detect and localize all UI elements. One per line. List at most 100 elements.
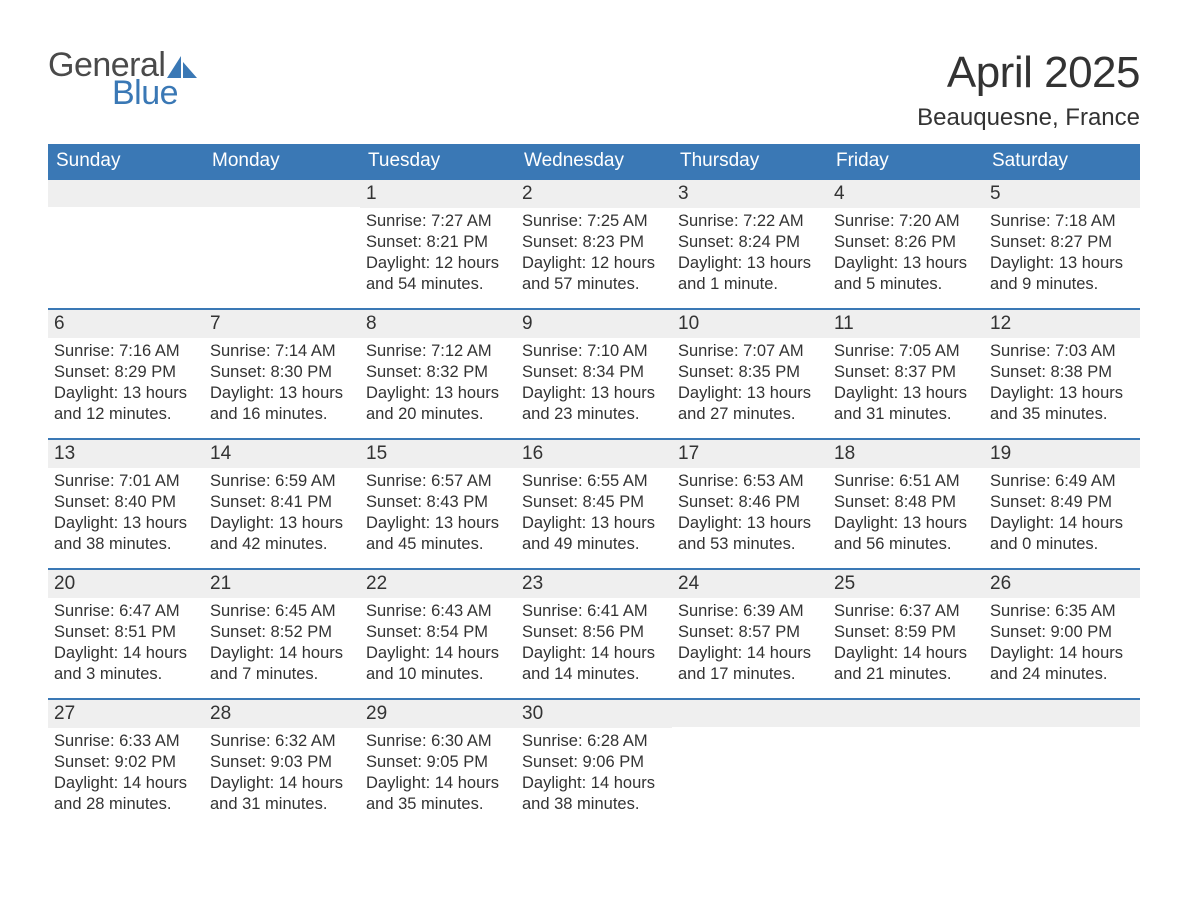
day-number: 17 bbox=[672, 440, 828, 468]
daylight-label: Daylight: bbox=[54, 644, 123, 662]
daylight-line: Daylight: 13 hours and 45 minutes. bbox=[366, 513, 512, 555]
weekday-header-row: SundayMondayTuesdayWednesdayThursdayFrid… bbox=[48, 144, 1140, 179]
week-row: 1Sunrise: 7:27 AMSunset: 8:21 PMDaylight… bbox=[48, 179, 1140, 309]
week-row: 20Sunrise: 6:47 AMSunset: 8:51 PMDayligh… bbox=[48, 569, 1140, 699]
sunrise-label: Sunrise: bbox=[210, 602, 275, 620]
sunset-value: 8:46 PM bbox=[739, 493, 800, 511]
daylight-line: Daylight: 13 hours and 49 minutes. bbox=[522, 513, 668, 555]
sunrise-label: Sunrise: bbox=[678, 602, 743, 620]
sunrise-line: Sunrise: 6:33 AM bbox=[54, 731, 200, 752]
sunset-line: Sunset: 8:59 PM bbox=[834, 622, 980, 643]
calendar-body: 1Sunrise: 7:27 AMSunset: 8:21 PMDaylight… bbox=[48, 179, 1140, 829]
sunset-label: Sunset: bbox=[834, 493, 895, 511]
day-cell: 26Sunrise: 6:35 AMSunset: 9:00 PMDayligh… bbox=[984, 569, 1140, 699]
daylight-line: Daylight: 14 hours and 35 minutes. bbox=[366, 773, 512, 815]
daylight-label: Daylight: bbox=[366, 384, 435, 402]
daylight-line: Daylight: 13 hours and 9 minutes. bbox=[990, 253, 1136, 295]
sunrise-value: 6:32 AM bbox=[275, 732, 336, 750]
daylight-line: Daylight: 13 hours and 12 minutes. bbox=[54, 383, 200, 425]
day-details: Sunrise: 6:49 AMSunset: 8:49 PMDaylight:… bbox=[984, 468, 1140, 559]
sunrise-line: Sunrise: 6:59 AM bbox=[210, 471, 356, 492]
day-number: 20 bbox=[48, 570, 204, 598]
sunrise-line: Sunrise: 6:55 AM bbox=[522, 471, 668, 492]
sunset-line: Sunset: 8:40 PM bbox=[54, 492, 200, 513]
day-details: Sunrise: 7:20 AMSunset: 8:26 PMDaylight:… bbox=[828, 208, 984, 299]
sunrise-line: Sunrise: 7:07 AM bbox=[678, 341, 824, 362]
sunset-label: Sunset: bbox=[522, 753, 583, 771]
weekday-header: Tuesday bbox=[360, 144, 516, 179]
sunset-label: Sunset: bbox=[990, 623, 1051, 641]
sunset-line: Sunset: 8:26 PM bbox=[834, 232, 980, 253]
empty-day-cell bbox=[672, 699, 828, 829]
sunset-line: Sunset: 8:41 PM bbox=[210, 492, 356, 513]
daylight-label: Daylight: bbox=[834, 644, 903, 662]
sunrise-line: Sunrise: 6:45 AM bbox=[210, 601, 356, 622]
day-number: 27 bbox=[48, 700, 204, 728]
day-number: 23 bbox=[516, 570, 672, 598]
sunrise-value: 6:55 AM bbox=[587, 472, 648, 490]
sunrise-label: Sunrise: bbox=[210, 342, 275, 360]
daylight-line: Daylight: 12 hours and 57 minutes. bbox=[522, 253, 668, 295]
empty-day-cell bbox=[204, 179, 360, 309]
sunset-label: Sunset: bbox=[834, 233, 895, 251]
daylight-line: Daylight: 14 hours and 17 minutes. bbox=[678, 643, 824, 685]
day-details: Sunrise: 6:32 AMSunset: 9:03 PMDaylight:… bbox=[204, 728, 360, 819]
sunset-line: Sunset: 8:43 PM bbox=[366, 492, 512, 513]
day-cell: 12Sunrise: 7:03 AMSunset: 8:38 PMDayligh… bbox=[984, 309, 1140, 439]
day-details: Sunrise: 7:05 AMSunset: 8:37 PMDaylight:… bbox=[828, 338, 984, 429]
day-details: Sunrise: 7:22 AMSunset: 8:24 PMDaylight:… bbox=[672, 208, 828, 299]
sunrise-value: 6:28 AM bbox=[587, 732, 648, 750]
sunrise-line: Sunrise: 6:32 AM bbox=[210, 731, 356, 752]
sunrise-line: Sunrise: 6:47 AM bbox=[54, 601, 200, 622]
sunset-value: 8:30 PM bbox=[271, 363, 332, 381]
sunrise-label: Sunrise: bbox=[54, 342, 119, 360]
daylight-label: Daylight: bbox=[990, 514, 1059, 532]
sunset-label: Sunset: bbox=[210, 623, 271, 641]
daylight-line: Daylight: 13 hours and 53 minutes. bbox=[678, 513, 824, 555]
sunset-line: Sunset: 8:37 PM bbox=[834, 362, 980, 383]
daylight-label: Daylight: bbox=[210, 384, 279, 402]
sunset-line: Sunset: 8:34 PM bbox=[522, 362, 668, 383]
sunset-value: 8:59 PM bbox=[895, 623, 956, 641]
day-cell: 5Sunrise: 7:18 AMSunset: 8:27 PMDaylight… bbox=[984, 179, 1140, 309]
sunrise-line: Sunrise: 6:53 AM bbox=[678, 471, 824, 492]
daylight-label: Daylight: bbox=[678, 254, 747, 272]
sunset-value: 8:56 PM bbox=[583, 623, 644, 641]
day-cell: 30Sunrise: 6:28 AMSunset: 9:06 PMDayligh… bbox=[516, 699, 672, 829]
daylight-line: Daylight: 14 hours and 14 minutes. bbox=[522, 643, 668, 685]
day-cell: 19Sunrise: 6:49 AMSunset: 8:49 PMDayligh… bbox=[984, 439, 1140, 569]
weekday-header: Friday bbox=[828, 144, 984, 179]
daylight-label: Daylight: bbox=[522, 514, 591, 532]
day-cell: 16Sunrise: 6:55 AMSunset: 8:45 PMDayligh… bbox=[516, 439, 672, 569]
sunrise-value: 6:45 AM bbox=[275, 602, 336, 620]
sunset-label: Sunset: bbox=[366, 493, 427, 511]
sunset-line: Sunset: 9:00 PM bbox=[990, 622, 1136, 643]
day-details: Sunrise: 6:57 AMSunset: 8:43 PMDaylight:… bbox=[360, 468, 516, 559]
sunset-line: Sunset: 8:56 PM bbox=[522, 622, 668, 643]
sunrise-value: 6:41 AM bbox=[587, 602, 648, 620]
day-number: 30 bbox=[516, 700, 672, 728]
day-cell: 27Sunrise: 6:33 AMSunset: 9:02 PMDayligh… bbox=[48, 699, 204, 829]
sunset-line: Sunset: 8:32 PM bbox=[366, 362, 512, 383]
sunrise-value: 6:53 AM bbox=[743, 472, 804, 490]
day-details: Sunrise: 7:18 AMSunset: 8:27 PMDaylight:… bbox=[984, 208, 1140, 299]
sunrise-label: Sunrise: bbox=[834, 342, 899, 360]
sunset-line: Sunset: 8:54 PM bbox=[366, 622, 512, 643]
sunset-line: Sunset: 8:52 PM bbox=[210, 622, 356, 643]
brand-logo: General Blue bbox=[48, 48, 197, 110]
sunrise-label: Sunrise: bbox=[366, 342, 431, 360]
sunset-line: Sunset: 8:21 PM bbox=[366, 232, 512, 253]
day-cell: 22Sunrise: 6:43 AMSunset: 8:54 PMDayligh… bbox=[360, 569, 516, 699]
sunrise-value: 6:37 AM bbox=[899, 602, 960, 620]
sunset-label: Sunset: bbox=[210, 493, 271, 511]
day-details: Sunrise: 6:41 AMSunset: 8:56 PMDaylight:… bbox=[516, 598, 672, 689]
sunset-label: Sunset: bbox=[678, 493, 739, 511]
sunrise-value: 7:14 AM bbox=[275, 342, 336, 360]
sunrise-value: 6:51 AM bbox=[899, 472, 960, 490]
sunset-label: Sunset: bbox=[522, 493, 583, 511]
day-details: Sunrise: 6:33 AMSunset: 9:02 PMDaylight:… bbox=[48, 728, 204, 819]
daylight-label: Daylight: bbox=[210, 644, 279, 662]
sunset-label: Sunset: bbox=[522, 623, 583, 641]
weekday-header: Wednesday bbox=[516, 144, 672, 179]
sunrise-value: 7:16 AM bbox=[119, 342, 180, 360]
